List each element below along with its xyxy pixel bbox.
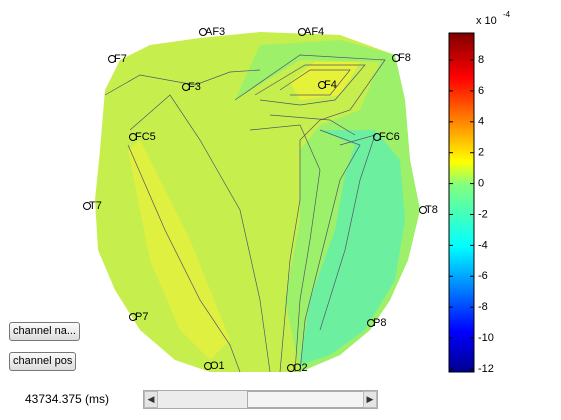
channel-label: F8 [398, 52, 411, 64]
colorbar-tick-label: 8 [478, 54, 484, 66]
colorbar-multiplier: x 10 [476, 15, 497, 27]
slider-right-arrow[interactable]: ▶ [363, 391, 377, 408]
channel-marker [83, 202, 91, 210]
channel-label: AF3 [205, 26, 225, 38]
button[interactable]: channel na... [9, 322, 80, 341]
colorbar-tick-label: -8 [478, 301, 488, 313]
channel-label: O1 [210, 360, 225, 372]
channel-label: F3 [188, 81, 201, 93]
channel-marker [129, 313, 137, 321]
map-region [300, 130, 405, 365]
time-slider[interactable]: ◀ ▶ [143, 390, 378, 409]
channel-marker [108, 55, 116, 63]
channel-label: FC6 [379, 131, 400, 143]
colorbar-exponent: -4 [503, 10, 511, 19]
contour-lines [104, 54, 386, 373]
channel-marker [392, 54, 400, 62]
colorbar-tick-label: 6 [478, 85, 484, 97]
channel-marker [204, 362, 212, 370]
channel-label: T7 [89, 200, 102, 212]
time-label: 43734.375 (ms) [25, 392, 110, 406]
channel-label: P7 [135, 311, 148, 323]
map-region [128, 140, 230, 360]
channel-label: T8 [425, 204, 438, 216]
colorbar-tick-label: 4 [478, 116, 484, 128]
colorbar-tick-label: -12 [478, 363, 494, 375]
channel-label: O2 [293, 362, 308, 374]
channel-marker [419, 206, 427, 214]
channel-label: F7 [114, 53, 127, 65]
channel-marker [199, 28, 207, 36]
channel-label: AF4 [304, 26, 324, 38]
channel-marker [129, 133, 137, 141]
channel-label: P8 [373, 317, 386, 329]
channel-marker [318, 81, 326, 89]
colorbar-tick-label: -2 [478, 208, 488, 220]
channel-marker [287, 364, 295, 372]
channel-label: F4 [324, 79, 337, 91]
slider-thumb[interactable] [247, 391, 367, 408]
colorbar-tick-label: 2 [478, 147, 484, 159]
colorbar-tick-label: -10 [478, 332, 494, 344]
colorbar-tick-label: -4 [478, 239, 488, 251]
channel-marker [298, 28, 306, 36]
slider-left-arrow[interactable]: ◀ [144, 391, 158, 408]
channel-marker [367, 319, 375, 327]
colorbar [448, 32, 475, 373]
channel-marker [182, 83, 190, 91]
colorbar-tick-label: 0 [478, 177, 484, 189]
colorbar-tick-label: -6 [478, 270, 488, 282]
channel-marker [373, 133, 381, 141]
button[interactable]: channel pos [9, 352, 77, 371]
channel-label: FC5 [135, 131, 156, 143]
